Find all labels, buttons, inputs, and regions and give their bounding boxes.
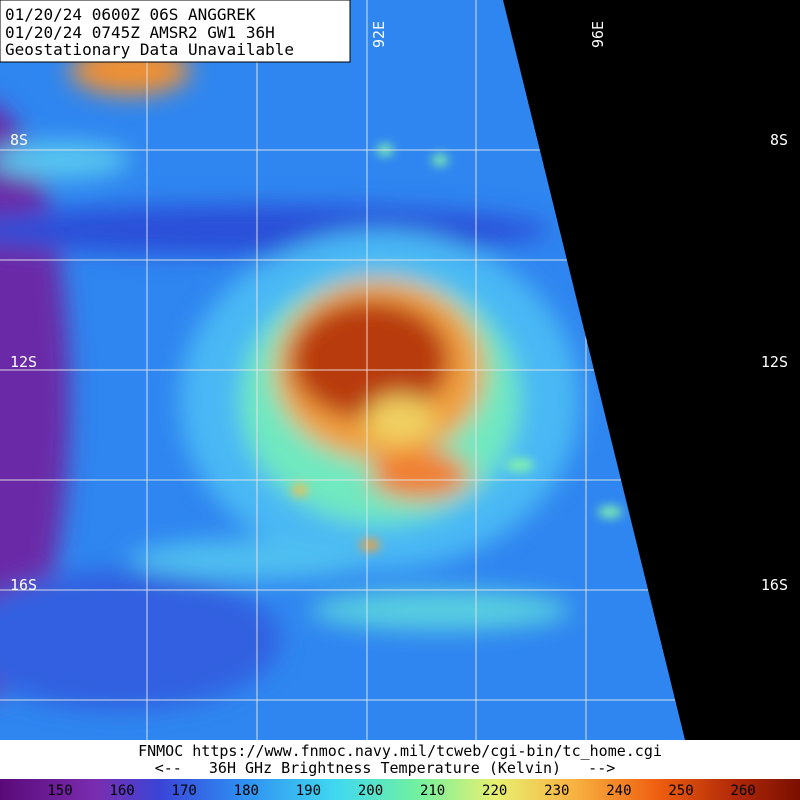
colorbar-label: 160 <box>109 783 134 799</box>
colorbar-label: 260 <box>730 783 755 799</box>
footer-source: FNMOC https://www.fnmoc.navy.mil/tcweb/c… <box>138 742 662 760</box>
colorbar-label: 220 <box>482 783 507 799</box>
imagery <box>0 0 800 740</box>
longitude-label: 96E <box>589 21 607 48</box>
colorbar-label: 200 <box>358 783 383 799</box>
colorbar-label: 190 <box>296 783 321 799</box>
colorbar-label: 230 <box>544 783 569 799</box>
footer-legend-title: <-- 36H GHz Brightness Temperature (Kelv… <box>155 759 616 777</box>
header-line: 01/20/24 0600Z 06S ANGGREK <box>5 5 256 24</box>
header-box <box>0 0 351 63</box>
header-line: Geostationary Data Unavailable <box>5 40 294 59</box>
latitude-label: 12S <box>10 353 37 371</box>
latitude-label: 8S <box>770 131 788 149</box>
latitude-label: 16S <box>10 576 37 594</box>
no-data-region <box>503 0 800 740</box>
longitude-label: 92E <box>370 21 388 48</box>
latitude-label: 12S <box>761 353 788 371</box>
colorbar-label: 250 <box>668 783 693 799</box>
colorbar-labels: 150 160 170 180 190 200 210 220 230 240 250 260 <box>47 783 755 799</box>
colorbar-label: 240 <box>606 783 631 799</box>
colorbar-label: 180 <box>234 783 259 799</box>
header-line: 01/20/24 0745Z AMSR2 GW1 36H <box>5 23 275 42</box>
colorbar-label: 150 <box>47 783 72 799</box>
latitude-label: 8S <box>10 131 28 149</box>
colorbar-label: 210 <box>420 783 445 799</box>
colorbar-label: 170 <box>172 783 197 799</box>
colorbar <box>0 779 800 800</box>
latitude-label: 16S <box>761 576 788 594</box>
